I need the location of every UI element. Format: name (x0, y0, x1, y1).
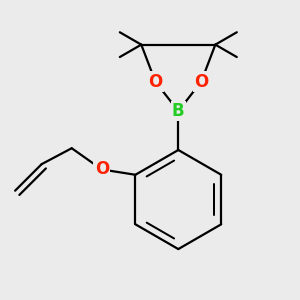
Text: O: O (194, 73, 208, 91)
Text: O: O (148, 73, 163, 91)
Text: O: O (95, 160, 109, 178)
Text: B: B (172, 102, 184, 120)
